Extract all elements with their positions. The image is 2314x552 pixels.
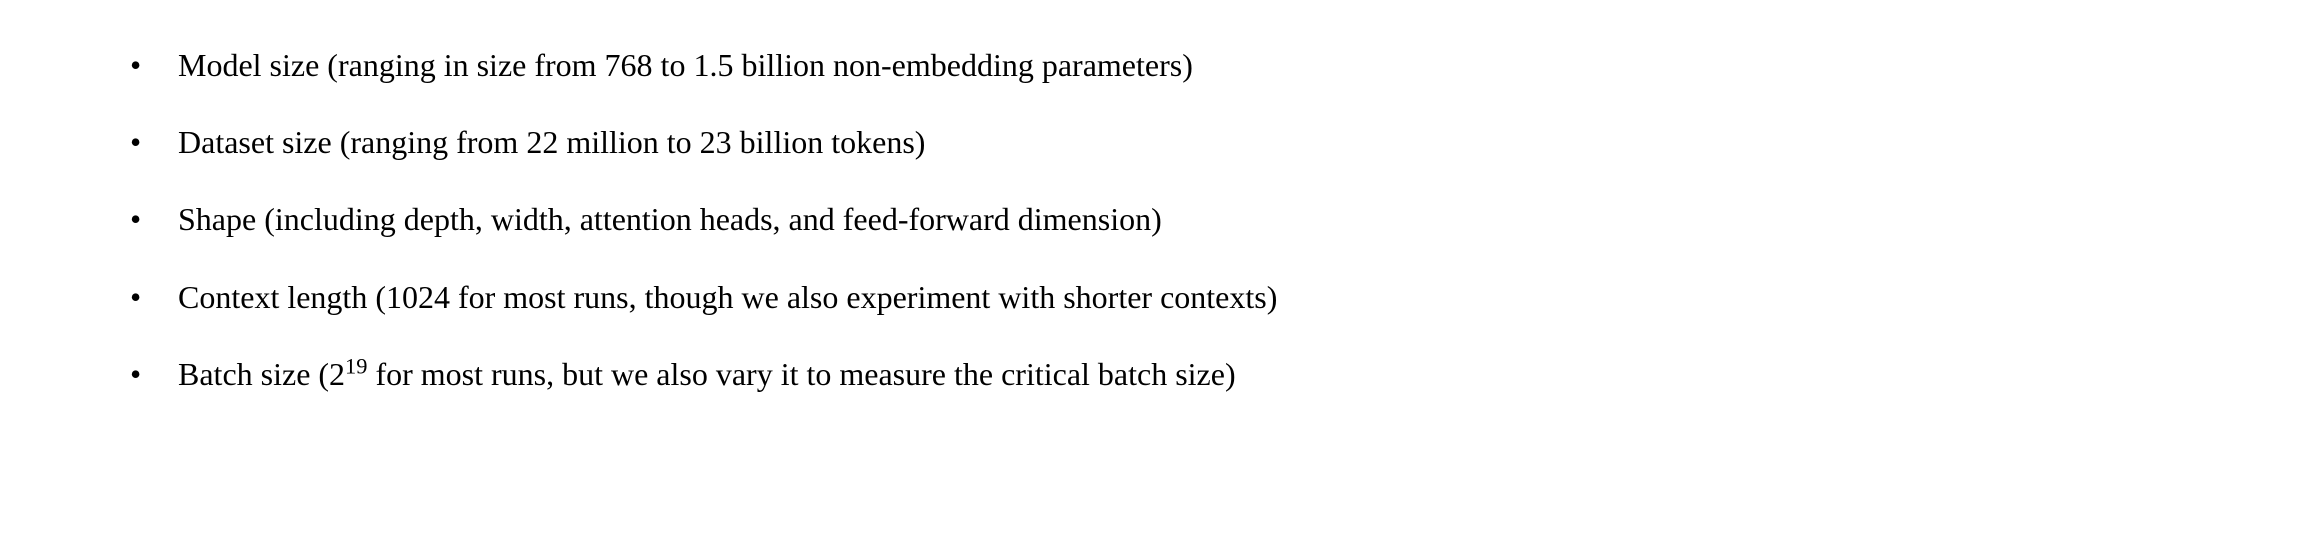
list-item-text: Context length (1024 for most runs, thou… [178,279,1277,315]
list-item-text: Dataset size (ranging from 22 million to… [178,124,925,160]
list-item-text: Model size (ranging in size from 768 to … [178,47,1193,83]
list-item: Batch size (219 for most runs, but we al… [130,349,2224,400]
bullet-list: Model size (ranging in size from 768 to … [130,40,2224,400]
bullet-list-container: Model size (ranging in size from 768 to … [0,0,2314,440]
list-item: Model size (ranging in size from 768 to … [130,40,2224,91]
list-item-prefix: Batch size (2 [178,356,345,392]
list-item: Context length (1024 for most runs, thou… [130,272,2224,323]
list-item: Dataset size (ranging from 22 million to… [130,117,2224,168]
list-item-suffix: for most runs, but we also vary it to me… [367,356,1235,392]
exponent: 19 [345,353,367,378]
list-item-text: Shape (including depth, width, attention… [178,201,1162,237]
list-item: Shape (including depth, width, attention… [130,194,2224,245]
